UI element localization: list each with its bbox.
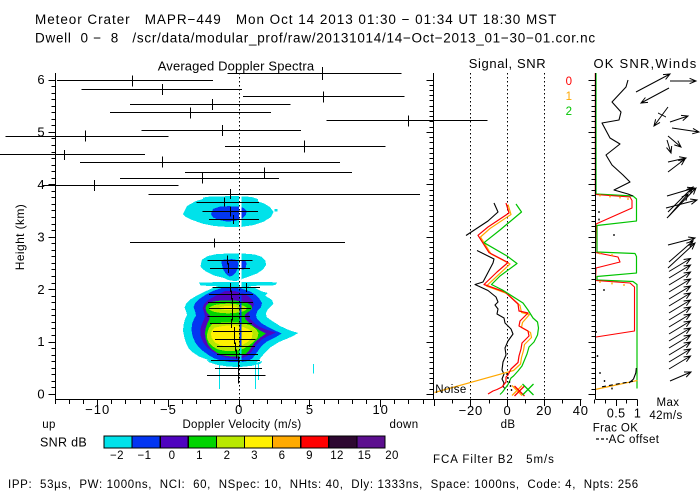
svg-text:1: 1 <box>37 334 45 349</box>
svg-text:9: 9 <box>306 450 313 462</box>
svg-text:5: 5 <box>37 125 45 140</box>
svg-text:20: 20 <box>536 403 552 418</box>
svg-text:OK SNR,Winds: OK SNR,Winds <box>594 56 698 71</box>
svg-text:0: 0 <box>37 387 45 402</box>
svg-text:1: 1 <box>634 407 641 421</box>
svg-text:0: 0 <box>503 403 511 418</box>
svg-text:2: 2 <box>224 450 231 462</box>
svg-text:Doppler Velocity (m/s): Doppler Velocity (m/s) <box>182 419 301 431</box>
svg-text:Averaged Doppler Spectra: Averaged Doppler Spectra <box>158 59 315 74</box>
svg-text:40: 40 <box>573 403 589 418</box>
svg-text:1: 1 <box>566 91 573 103</box>
svg-text:dB: dB <box>501 419 516 431</box>
svg-text:0.5: 0.5 <box>607 407 626 421</box>
svg-text:Dwell 0 − 8 /scr/data/modu: Dwell 0 − 8 /scr/data/modular_prof/raw/2… <box>35 31 596 46</box>
svg-text:Meteor Crater MAPR−449 Mon: Meteor Crater MAPR−449 Mon Oct 14 2013 0… <box>35 12 557 27</box>
svg-text:0: 0 <box>566 76 573 88</box>
svg-text:6: 6 <box>37 72 45 87</box>
svg-text:5: 5 <box>306 402 314 417</box>
svg-text:−5: −5 <box>160 402 177 417</box>
svg-text:10: 10 <box>372 402 388 417</box>
svg-text:0: 0 <box>235 402 243 417</box>
svg-text:Max: Max <box>657 397 680 409</box>
svg-text:15: 15 <box>358 450 372 462</box>
svg-text:−1: −1 <box>138 450 152 462</box>
svg-text:AC offset: AC offset <box>609 434 660 446</box>
svg-text:Signal, SNR: Signal, SNR <box>469 56 546 71</box>
svg-text:2: 2 <box>37 282 45 297</box>
svg-text:Frac OK: Frac OK <box>593 423 639 435</box>
svg-text:3: 3 <box>37 229 45 244</box>
svg-text:up: up <box>42 419 56 431</box>
svg-text:IPP: 53µs, PW: 1000ns, NCI:: IPP: 53µs, PW: 1000ns, NCI: 60, NSpec: 1… <box>8 479 639 491</box>
svg-text:FCA Filter B2 5m/s: FCA Filter B2 5m/s <box>433 454 555 466</box>
svg-text:Noise: Noise <box>435 384 466 396</box>
svg-text:2: 2 <box>566 106 573 118</box>
svg-text:−2: −2 <box>110 450 124 462</box>
svg-text:20: 20 <box>385 450 399 462</box>
svg-text:Height (km): Height (km) <box>13 204 27 270</box>
svg-text:−20: −20 <box>459 403 483 418</box>
svg-text:1: 1 <box>196 450 203 462</box>
svg-text:6: 6 <box>279 450 286 462</box>
svg-text:4: 4 <box>37 177 45 192</box>
svg-text:3: 3 <box>251 450 258 462</box>
svg-text:12: 12 <box>330 450 344 462</box>
svg-text:−10: −10 <box>85 402 110 417</box>
svg-text:0: 0 <box>169 450 176 462</box>
svg-text:down: down <box>389 419 418 431</box>
svg-text:SNR dB: SNR dB <box>40 436 87 450</box>
svg-text:42m/s: 42m/s <box>649 410 682 422</box>
